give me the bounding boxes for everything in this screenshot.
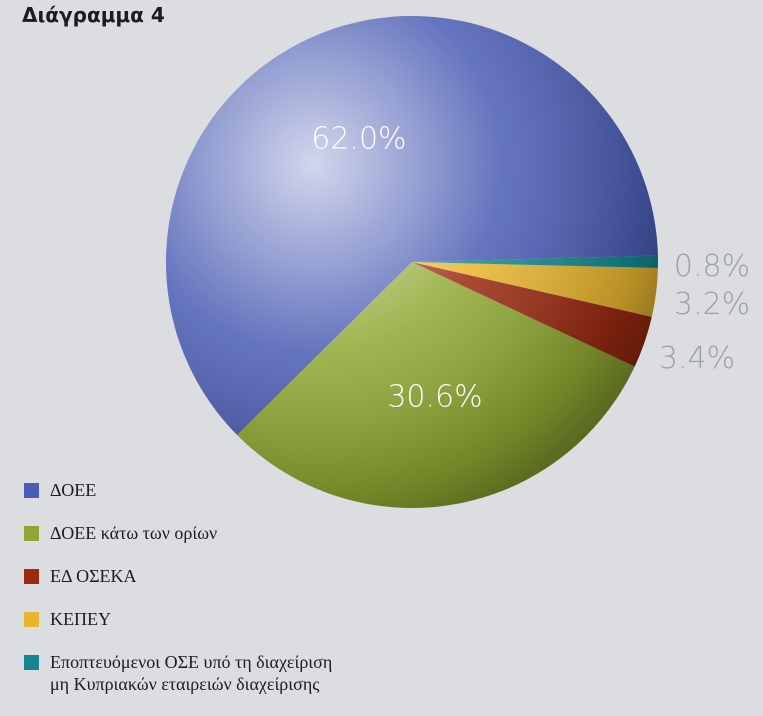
- legend-item: Εποπτευόμενοι ΟΣΕ υπό τη διαχείριση μη Κ…: [24, 651, 354, 695]
- data-label: 3.4%: [659, 341, 735, 376]
- legend-label: ΔΟΕΕ κάτω των ορίων: [50, 523, 218, 543]
- legend-label: Εποπτευόμενοι ΟΣΕ υπό τη διαχείριση μη Κ…: [50, 652, 333, 694]
- data-label: 3.2%: [674, 287, 750, 322]
- data-label: 0.8%: [674, 249, 750, 284]
- legend-label: ΔΟΕΕ: [50, 480, 97, 500]
- legend-swatch: [24, 655, 39, 670]
- data-label: 62.0%: [311, 122, 406, 157]
- legend-item: ΔΟΕΕ κάτω των ορίων: [24, 522, 354, 544]
- data-labels: 62.0% 30.6% 3.4% 3.2%0.8%: [311, 122, 750, 415]
- legend-swatch: [24, 569, 39, 584]
- legend-item: ΔΟΕΕ: [24, 479, 354, 501]
- chart-title: Διάγραμμα 4: [22, 3, 165, 27]
- legend-swatch: [24, 483, 39, 498]
- legend-label: ΕΔ ΟΣΕΚΑ: [50, 566, 137, 586]
- legend-item: ΕΔ ΟΣΕΚΑ: [24, 565, 354, 587]
- legend-label: ΚΕΠΕΥ: [50, 609, 111, 629]
- data-label: 30.6%: [387, 379, 482, 414]
- legend-swatch: [24, 612, 39, 627]
- legend-swatch: [24, 526, 39, 541]
- pie: [165, 15, 658, 508]
- legend: ΔΟΕΕ ΔΟΕΕ κάτω των ορίων ΕΔ ΟΣΕΚΑ ΚΕΠΕΥ Εποπ…: [24, 479, 354, 716]
- legend-item: ΚΕΠΕΥ: [24, 608, 354, 630]
